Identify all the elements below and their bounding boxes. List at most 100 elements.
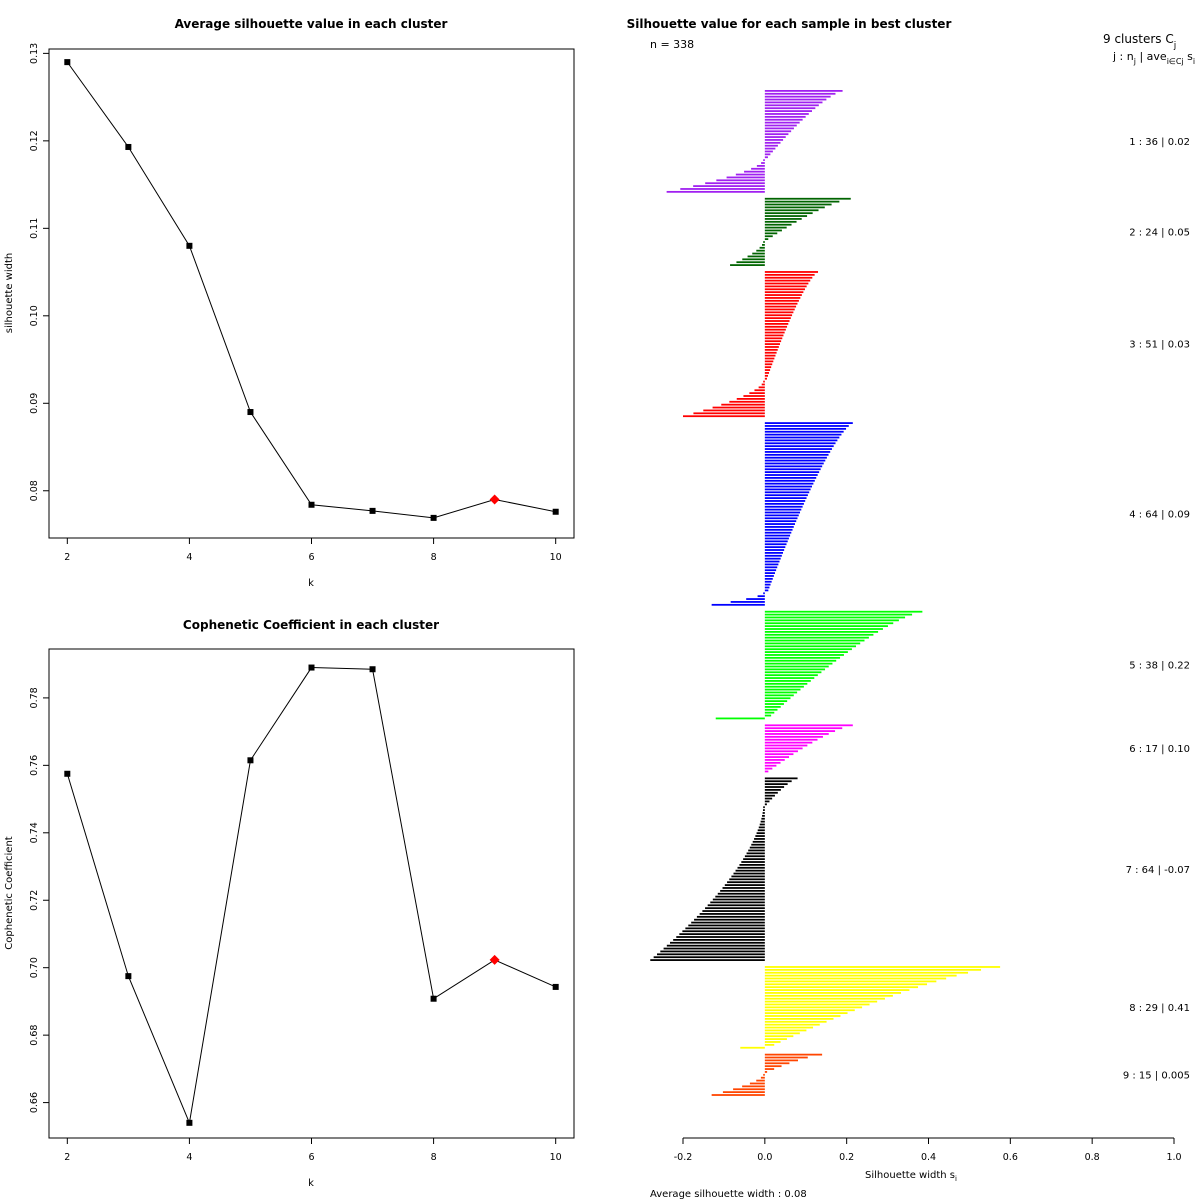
silhouette-bar-cluster-8 (764, 1038, 787, 1040)
silhouette-bar-cluster-7 (754, 838, 765, 840)
silhouette-bar-cluster-6 (764, 747, 803, 750)
silhouette-bar-cluster-5 (764, 636, 869, 639)
silhouette-bar-cluster-4 (763, 592, 765, 595)
silhouette-bar-cluster-7 (764, 780, 792, 783)
silhouette-bar-cluster-1 (764, 153, 771, 156)
y-tick-label: 0.09 (29, 393, 40, 414)
silhouette-bar-cluster-9 (764, 1065, 782, 1068)
silhouette-bar-cluster-8 (764, 974, 957, 977)
silhouette-bar-cluster-5 (764, 665, 829, 668)
silhouette-bar-cluster-4 (764, 511, 801, 514)
silhouette-bar-cluster-4 (764, 537, 789, 540)
silhouette-bar-cluster-4 (764, 549, 785, 551)
silhouette-bar-cluster-5 (764, 694, 794, 697)
clusters-subheader: j : nj | avei∈Cj si (1112, 50, 1195, 66)
silhouette-bar-cluster-3 (764, 337, 783, 340)
silhouette-bar-cluster-7 (727, 881, 765, 884)
silhouette-bar-cluster-3 (743, 395, 765, 397)
silhouette-bar-cluster-8 (764, 989, 910, 991)
silhouette-bar-cluster-7 (676, 936, 765, 938)
silhouette-bar-cluster-7 (752, 840, 765, 843)
silhouette-bar-cluster-7 (724, 884, 765, 886)
silhouette-bar-cluster-2 (764, 238, 769, 241)
silhouette-bar-cluster-3 (764, 369, 771, 371)
silhouette-bar-cluster-5 (764, 706, 781, 708)
silhouette-bar-cluster-1 (764, 136, 786, 138)
subheader-sub-j: j (1133, 57, 1136, 66)
silhouette-bar-cluster-1 (666, 190, 765, 193)
silhouette-bar-cluster-4 (764, 459, 826, 462)
silhouette-bar-cluster-6 (764, 753, 794, 756)
data-point (247, 409, 254, 416)
panel3-x-axis: -0.2 0.0 0.2 0.4 0.6 0.8 1.0 (674, 1137, 1182, 1163)
silhouette-bar-cluster-1 (764, 156, 768, 159)
silhouette-bar-cluster-7 (763, 806, 765, 809)
silhouette-bar-cluster-2 (764, 200, 840, 203)
silhouette-bar-cluster-2 (764, 203, 832, 206)
silhouette-bar-cluster-3 (712, 406, 765, 409)
silhouette-bar-cluster-1 (764, 139, 784, 141)
silhouette-bar-cluster-4 (764, 433, 842, 436)
silhouette-bar-cluster-5 (764, 648, 852, 651)
silhouette-bar-cluster-3 (729, 400, 765, 403)
x-tick-label: 8 (431, 552, 437, 563)
silhouette-bar-cluster-3 (758, 386, 765, 389)
silhouette-bar-cluster-4 (764, 477, 817, 479)
silhouette-bar-cluster-2 (764, 206, 825, 209)
silhouette-bar-cluster-8 (764, 1018, 834, 1020)
silhouette-bar-cluster-5 (764, 616, 906, 619)
silhouette-bar-cluster-4 (764, 534, 791, 537)
silhouette-bar-cluster-5 (764, 631, 879, 633)
data-point (369, 507, 376, 514)
silhouette-bar-cluster-7 (650, 959, 765, 961)
x-tick-label: 6 (308, 1152, 314, 1163)
y-tick-label: 0.78 (29, 687, 40, 708)
cluster-label-8: 8 : 29 | 0.41 (1129, 1003, 1190, 1014)
silhouette-bar-cluster-7 (722, 887, 765, 889)
silhouette-bar-cluster-7 (699, 913, 765, 915)
clusters-header-sub: j (1173, 41, 1177, 51)
silhouette-bar-cluster-2 (763, 241, 765, 243)
silhouette-bar-cluster-7 (751, 843, 765, 846)
panel3-title: Silhouette value for each sample in best… (627, 17, 952, 31)
silhouette-bar-cluster-1 (764, 104, 819, 107)
panel-cophenetic-line: Cophenetic Coefficient in each cluster k… (4, 618, 575, 1189)
silhouette-bar-cluster-1 (764, 124, 797, 127)
silhouette-bar-cluster-3 (764, 311, 794, 314)
subheader-sub-i: i (1193, 57, 1195, 66)
silhouette-bar-cluster-1 (764, 144, 778, 147)
cluster-label-5: 5 : 38 | 0.22 (1129, 661, 1190, 672)
silhouette-bar-cluster-2 (764, 229, 782, 232)
silhouette-bar-cluster-1 (764, 141, 781, 144)
silhouette-bar-cluster-9 (764, 1068, 775, 1070)
x-tick-label: 2 (64, 1152, 70, 1163)
data-line (66, 667, 556, 1125)
silhouette-bar-cluster-7 (764, 794, 775, 797)
silhouette-bar-cluster-4 (764, 528, 793, 531)
silhouette-bar-cluster-4 (764, 465, 823, 468)
silhouette-bar-cluster-7 (764, 786, 785, 788)
silhouette-bar-cluster-2 (730, 264, 765, 266)
silhouette-bar-cluster-6 (764, 738, 818, 741)
data-point (64, 770, 71, 777)
x-tick-label: 6 (308, 552, 314, 563)
silhouette-bar-cluster-2 (756, 249, 765, 252)
silhouette-bar-cluster-7 (729, 878, 765, 881)
silhouette-bar-cluster-5 (764, 633, 874, 636)
panel1-ylabel: silhouette width (4, 253, 15, 333)
silhouette-bar-cluster-7 (758, 826, 765, 829)
silhouette-bar-cluster-2 (742, 258, 765, 261)
x-tick-label: 4 (186, 552, 192, 563)
silhouette-bar-cluster-7 (739, 864, 765, 866)
x-tick-label: 0.8 (1085, 1152, 1100, 1163)
silhouette-bar-cluster-1 (764, 101, 823, 104)
data-line (66, 61, 556, 519)
cluster-label-4: 4 : 64 | 0.09 (1129, 510, 1190, 521)
y-tick-label: 0.76 (29, 755, 40, 776)
y-tick-label: 0.10 (29, 305, 40, 326)
silhouette-bar-cluster-4 (764, 502, 804, 505)
x-tick-label: 0.6 (1003, 1152, 1018, 1163)
silhouette-bar-cluster-3 (761, 383, 765, 386)
silhouette-bar-cluster-7 (691, 921, 765, 924)
silhouette-bar-cluster-8 (740, 1046, 765, 1049)
